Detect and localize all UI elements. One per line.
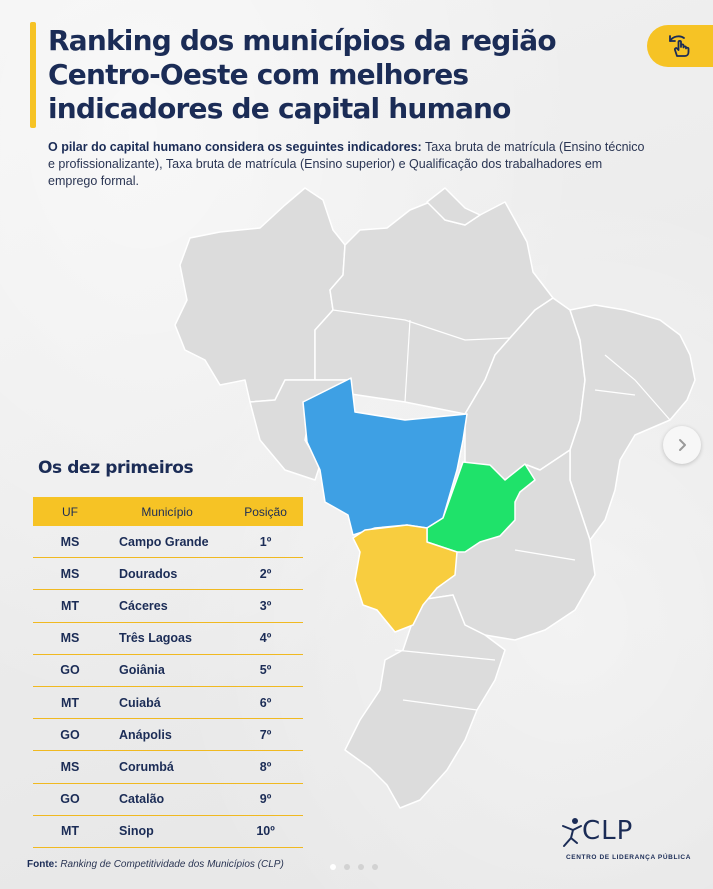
cell-posicao: 9º: [228, 783, 303, 816]
table-row: MS Três Lagoas 4º: [33, 622, 303, 655]
clp-logo: CLP CENTRO DE LIDERANÇA PÚBLICA: [560, 816, 690, 866]
cell-uf: MT: [33, 815, 108, 848]
region-south: [344, 594, 506, 809]
carousel-dot[interactable]: [372, 864, 378, 870]
subtitle-bold: O pilar do capital humano considera os s…: [48, 140, 422, 154]
cell-municipio: Sinop: [107, 815, 229, 848]
cell-municipio: Corumbá: [107, 750, 229, 784]
source-label: Fonte:: [27, 859, 58, 870]
page-title: Ranking dos municípios da região Centro-…: [48, 24, 608, 126]
cell-posicao: 7º: [228, 718, 303, 752]
region-northeast-coast: [569, 304, 696, 541]
carousel-dot[interactable]: [344, 864, 350, 870]
next-slide-button[interactable]: [663, 426, 701, 464]
page-subtitle: O pilar do capital humano considera os s…: [48, 139, 648, 190]
cell-posicao: 4º: [228, 622, 303, 655]
region-amapa: [426, 187, 481, 226]
carousel-dot[interactable]: [358, 864, 364, 870]
source-text: Ranking de Competitividade dos Município…: [57, 859, 284, 870]
cell-uf: GO: [33, 718, 108, 752]
person-figure-icon: [562, 818, 582, 847]
cell-uf: MS: [33, 622, 108, 655]
cell-posicao: 5º: [228, 654, 303, 687]
table-row: GO Goiânia 5º: [33, 654, 303, 687]
cell-posicao: 2º: [228, 557, 303, 591]
brazil-map: [174, 187, 696, 809]
header-municipio: Município: [107, 497, 229, 526]
state-mato-grosso-do-sul: [352, 524, 458, 633]
table-header-row: UF Município Posição: [33, 497, 303, 526]
cell-municipio: Anápolis: [107, 718, 229, 752]
cell-uf: MT: [33, 589, 108, 623]
cell-uf: MS: [33, 557, 108, 591]
table-row: GO Anápolis 7º: [33, 718, 303, 752]
table-title: Os dez primeiros: [38, 458, 194, 478]
table-row: MT Sinop 10º: [33, 815, 303, 848]
table-row: MS Campo Grande 1º: [33, 526, 303, 559]
cell-municipio: Goiânia: [107, 654, 229, 687]
cell-uf: GO: [33, 783, 108, 816]
cell-municipio: Campo Grande: [107, 526, 229, 559]
cell-uf: MS: [33, 526, 108, 559]
header-uf: UF: [33, 497, 108, 526]
subtitle-text: Taxa bruta de matrícula (Ensino técnico …: [48, 140, 645, 188]
chevron-right-icon: [679, 439, 686, 451]
logo-text: CLP: [582, 816, 634, 846]
title-accent-bar: [30, 22, 36, 128]
cell-municipio: Três Lagoas: [107, 622, 229, 655]
cell-posicao: 6º: [228, 686, 303, 720]
ranking-table: UF Município Posição MS Campo Grande 1º MS…: [33, 497, 303, 848]
cell-uf: MT: [33, 686, 108, 720]
cell-municipio: Dourados: [107, 557, 229, 591]
swipe-button[interactable]: [647, 25, 713, 67]
carousel-dot-active[interactable]: [330, 864, 336, 870]
cell-posicao: 8º: [228, 750, 303, 784]
cell-uf: GO: [33, 654, 108, 687]
header-posicao: Posição: [228, 497, 303, 526]
carousel-dots: [330, 864, 378, 870]
table-row: MT Cáceres 3º: [33, 589, 303, 623]
table-row: MS Dourados 2º: [33, 557, 303, 591]
table-row: GO Catalão 9º: [33, 783, 303, 816]
title-line-3: indicadores de capital humano: [48, 92, 511, 125]
cell-municipio: Catalão: [107, 783, 229, 816]
source-note: Fonte: Ranking de Competitividade dos Mu…: [27, 859, 284, 870]
table-row: MT Cuiabá 6º: [33, 686, 303, 720]
cell-municipio: Cáceres: [107, 589, 229, 623]
cell-municipio: Cuiabá: [107, 686, 229, 720]
cell-posicao: 1º: [228, 526, 303, 559]
cell-posicao: 3º: [228, 589, 303, 623]
cell-uf: MS: [33, 750, 108, 784]
swipe-hand-icon: [669, 35, 690, 57]
cell-posicao: 10º: [228, 815, 303, 848]
title-line-1: Ranking dos municípios da região: [48, 24, 557, 57]
table-row: MS Corumbá 8º: [33, 750, 303, 784]
logo-subtitle: CENTRO DE LIDERANÇA PÚBLICA: [566, 854, 692, 861]
title-line-2: Centro-Oeste com melhores: [48, 58, 469, 91]
